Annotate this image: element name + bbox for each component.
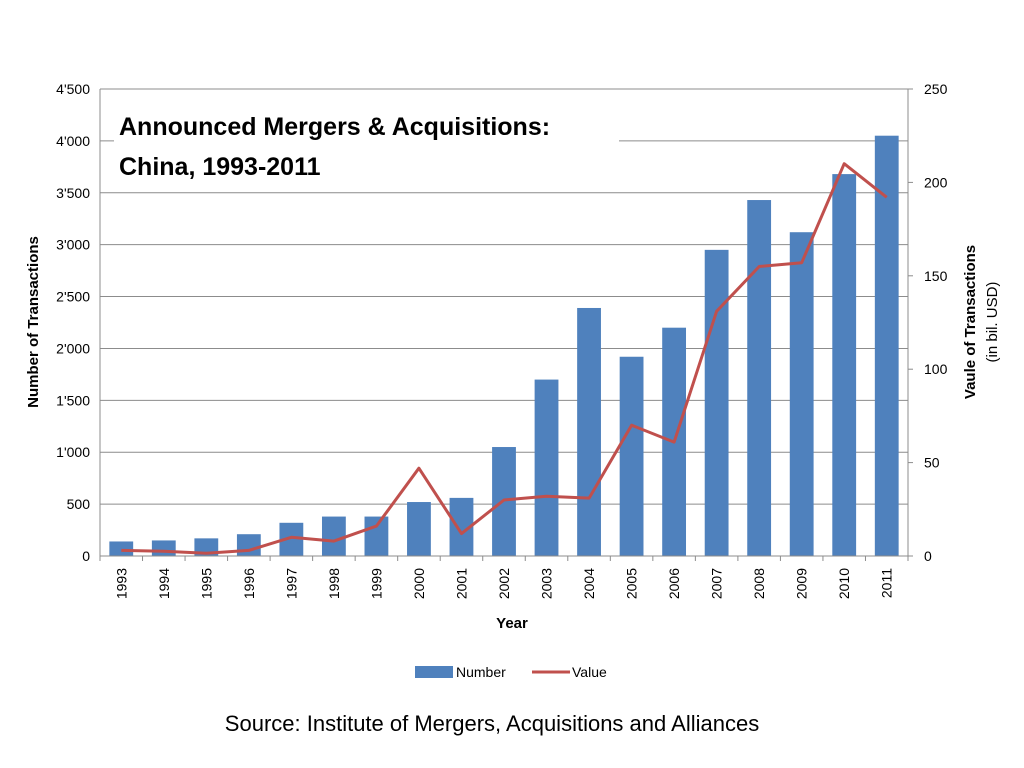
x-tick-label: 2006: [666, 568, 682, 599]
bar: [449, 497, 474, 556]
y-left-tick-label: 2'000: [56, 340, 90, 356]
y-right-axis-title: Vaule of Transactions: [962, 245, 979, 399]
legend-number-label: Number: [456, 664, 506, 680]
y-right-tick-label: 50: [924, 455, 940, 471]
value-line: [121, 162, 888, 555]
x-tick-label: 1998: [326, 568, 342, 599]
y-left-tick-label: 0: [82, 548, 90, 564]
bar: [364, 516, 389, 556]
y-left-tick-label: 4'000: [56, 133, 90, 149]
bar: [279, 522, 304, 556]
x-tick-label: 1997: [283, 568, 299, 599]
x-tick-label: 1999: [368, 568, 384, 599]
y-left-tick-label: 2'500: [56, 289, 90, 305]
legend-value-label: Value: [572, 664, 607, 680]
bar: [109, 541, 134, 556]
chart-title: Announced Mergers & Acquisitions:: [119, 113, 550, 141]
bar: [151, 540, 176, 556]
x-tick-label: 2008: [751, 568, 767, 599]
legend-number-swatch: [415, 666, 453, 678]
y-right-tick-label: 150: [924, 268, 948, 284]
y-right-tick-label: 250: [924, 81, 948, 97]
bar: [577, 307, 601, 556]
y-left-tick-label: 3'000: [56, 237, 90, 253]
bar: [789, 232, 814, 557]
x-tick-label: 2004: [581, 568, 597, 599]
x-tick-label: 2011: [879, 568, 895, 598]
chart-subtitle: China, 1993-2011: [119, 153, 321, 181]
x-tick-label: 1993: [113, 568, 129, 599]
x-tick-label: 1994: [156, 568, 172, 599]
y-right-tick-label: 200: [924, 174, 948, 190]
y-left-axis-title: Number of Transactions: [25, 236, 42, 408]
x-axis-title: Year: [496, 615, 528, 632]
bar: [619, 356, 644, 556]
chart: 05001'0001'5002'0002'5003'0003'5004'0004…: [25, 81, 1001, 680]
title-background: [114, 106, 619, 184]
x-tick-label: 2002: [496, 568, 512, 599]
source-note: Source: Institute of Mergers, Acquisitio…: [224, 711, 760, 736]
bar: [236, 534, 261, 556]
x-tick-label: 2000: [411, 568, 427, 599]
bar: [832, 174, 857, 556]
y-left-tick-label: 500: [67, 496, 91, 512]
y-right-tick-label: 0: [924, 548, 932, 564]
x-tick-label: 2005: [624, 568, 640, 599]
y-right-tick-label: 100: [924, 361, 948, 377]
x-tick-label: 2003: [539, 568, 555, 599]
y-left-tick-label: 1'500: [56, 392, 90, 408]
bar: [747, 200, 772, 556]
x-tick-label: 2007: [709, 568, 725, 599]
bar: [407, 502, 431, 556]
x-tick-label: 1996: [241, 568, 257, 599]
bar: [534, 379, 559, 556]
y-left-tick-label: 1'000: [56, 444, 90, 460]
x-tick-label: 2010: [836, 568, 852, 599]
x-tick-label: 1995: [198, 568, 214, 599]
bar: [321, 516, 346, 556]
x-tick-label: 2009: [794, 568, 810, 599]
bar: [874, 135, 899, 556]
y-left-tick-label: 3'500: [56, 185, 90, 201]
y-left-tick-label: 4'500: [56, 81, 90, 97]
y-right-axis-subtitle: (in bil. USD): [984, 282, 1001, 363]
bar: [704, 249, 729, 556]
x-tick-label: 2001: [453, 568, 469, 599]
